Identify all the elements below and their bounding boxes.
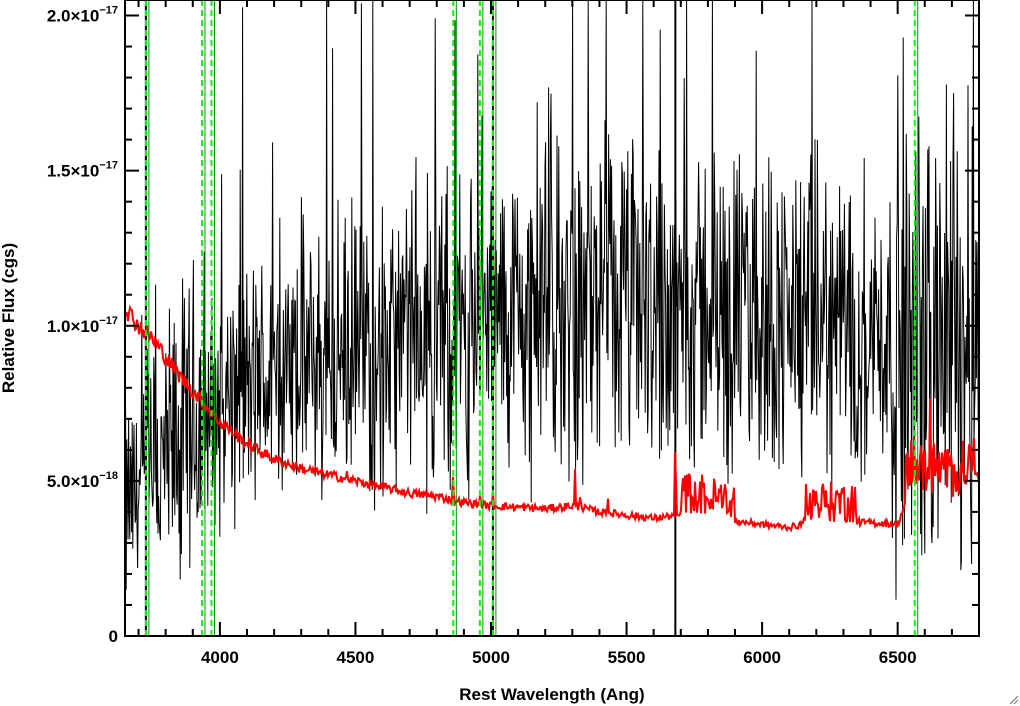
x-tick-label: 4500 (337, 648, 375, 667)
x-tick-label: 4000 (201, 648, 239, 667)
x-tick-label: 6500 (879, 648, 917, 667)
y-tick-label: 2.0×10−17 (47, 5, 118, 26)
y-axis-title: Relative Flux (cgs) (0, 243, 18, 393)
resize-grip-icon[interactable] (1009, 695, 1019, 705)
plot-frame (124, 0, 980, 637)
x-axis-ticks: 4000 4500 5000 5500 6000 6500 (137, 0, 980, 667)
y-tick-label: 5.0×10−18 (47, 470, 118, 491)
spectrum-line (124, 0, 980, 600)
y-tick-label: 0 (109, 627, 118, 646)
x-tick-label: 5000 (472, 648, 510, 667)
x-tick-label: 6000 (743, 648, 781, 667)
y-axis-ticks: 0 5.0×10−18 1.0×10−17 1.5×10−17 2.0×10−17 (47, 5, 979, 646)
x-tick-label: 5500 (608, 648, 646, 667)
plot-area (124, 0, 980, 636)
y-tick-label: 1.0×10−17 (47, 315, 118, 336)
y-tick-label: 1.5×10−17 (47, 160, 118, 181)
x-axis-title: Rest Wavelength (Ang) (459, 685, 644, 704)
model-line (124, 304, 980, 533)
